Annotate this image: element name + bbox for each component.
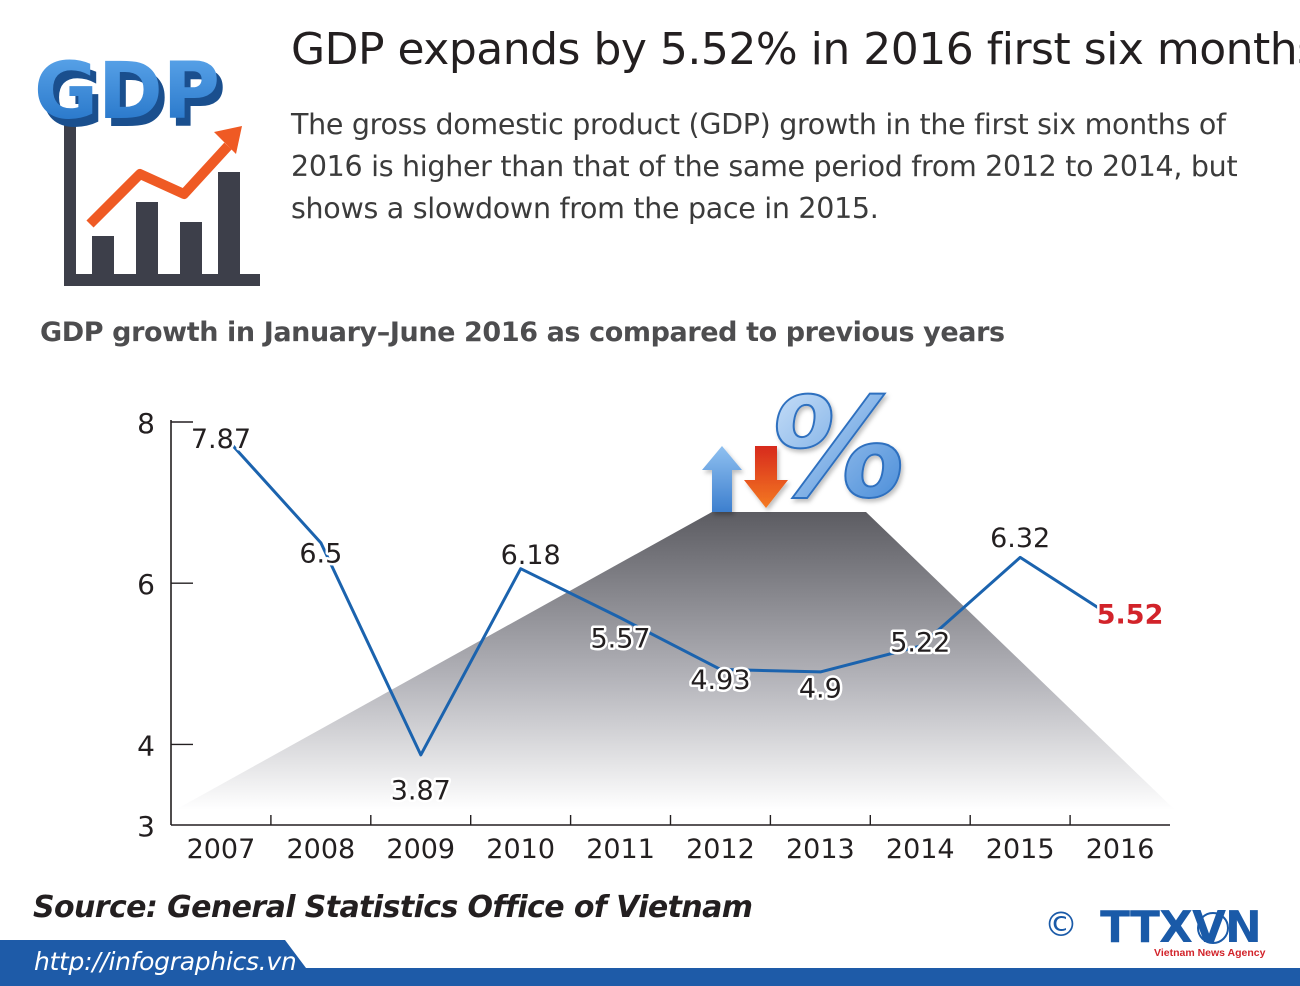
x-axis-ticks: 2007 2008 2009 2010 2011 2012 2013 2014 2015 2016 [187,815,1155,865]
x-tick-label-2012: 2012 [686,834,755,865]
source-note: Source: General Statistics Office of Vie… [33,890,753,925]
data-label-2011: 5.57 [590,623,650,654]
data-label-2009: 3.87 [391,775,451,806]
data-label-2010: 6.18 [501,540,561,571]
agency-logo-text: TTXVN [1100,902,1261,953]
copyright-mark: © [1044,905,1078,945]
agency-name: Vietnam News Agency [1154,947,1266,959]
x-tick-label-2007: 2007 [187,834,256,865]
logo-text: GDP [34,47,220,137]
logo-text-shadow: GDP [40,55,226,145]
intro-paragraph: The gross domestic product (GDP) growth … [291,108,1238,225]
agency-logo: © TTXVN Vietnam News Agency [1044,902,1266,959]
x-tick-label-2011: 2011 [586,834,655,865]
page-title: GDP expands by 5.52% in 2016 first six m… [291,24,1300,75]
y-tick-label: 4 [137,729,155,762]
svg-text:%: % [758,370,919,529]
globe-icon [1197,912,1229,944]
x-tick-label-2009: 2009 [386,834,455,865]
x-tick-label-2016: 2016 [1086,834,1155,865]
gdp-logo: GDP GDP [34,47,260,286]
data-label-2014: 5.22 [890,628,950,659]
x-tick-label-2014: 2014 [886,834,955,865]
percent-sign-icon: % [757,370,920,530]
y-tick-label: 3 [137,810,155,843]
x-tick-label-2013: 2013 [786,834,855,865]
y-axis-ticks: 3 4 6 8 [137,407,193,843]
x-tick-label-2010: 2010 [486,834,555,865]
data-label-2007: 7.87 [191,424,251,455]
y-tick-label: 6 [137,568,155,601]
series-line [219,431,1121,757]
footer-url-link[interactable]: http://infographics.vn [34,947,297,976]
chart-title: GDP growth in January–June 2016 as compa… [40,317,1005,348]
footer-bar [0,940,1300,986]
data-labels: 7.87 6.5 3.87 6.18 5.57 4.93 4.9 5.22 6.32 5.52 [188,421,1165,808]
data-label-2012: 4.93 [690,665,750,696]
x-tick-label-2015: 2015 [986,834,1055,865]
x-tick-label-2008: 2008 [286,834,355,865]
data-label-2016: 5.52 [1097,599,1164,630]
data-label-2013: 4.9 [799,673,842,704]
data-label-2008: 6.5 [299,538,342,569]
mountain-backdrop [175,512,1175,810]
y-tick-label: 8 [137,407,155,440]
up-down-arrows-icon [702,446,788,512]
data-label-2015: 6.32 [990,523,1050,554]
